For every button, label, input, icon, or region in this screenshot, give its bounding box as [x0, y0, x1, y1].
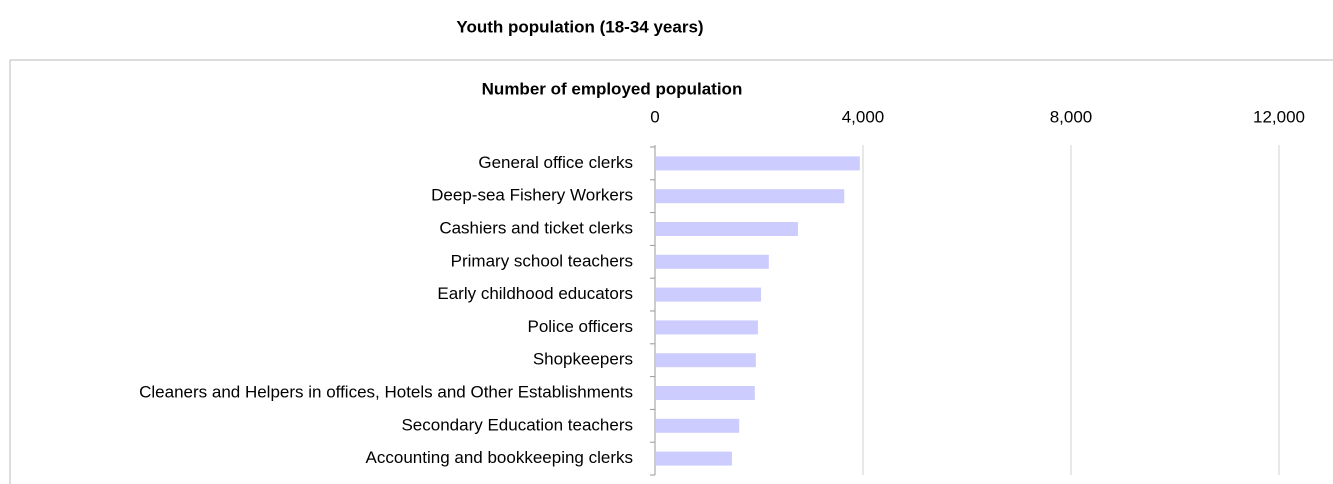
bar [656, 287, 762, 302]
x-tick-label: 12,000 [1253, 107, 1305, 126]
bar [656, 451, 732, 466]
y-tick-label: Shopkeepers [533, 350, 633, 369]
y-tick-label: Primary school teachers [451, 251, 633, 270]
y-tick-label: Cashiers and ticket clerks [439, 218, 633, 237]
y-tick-label: Police officers [527, 317, 633, 336]
bar [656, 156, 860, 171]
bar [656, 189, 845, 204]
bar [656, 418, 740, 433]
y-tick-label: Cleaners and Helpers in offices, Hotels … [139, 382, 633, 401]
y-tick-label: Deep-sea Fishery Workers [431, 186, 633, 205]
y-tick-label: Secondary Education teachers [401, 415, 633, 434]
bar [656, 254, 769, 269]
y-tick-label: Early childhood educators [437, 284, 633, 303]
x-tick-label: 0 [650, 107, 659, 126]
x-tick-label: 4,000 [842, 107, 885, 126]
chart-title: Youth population (18-34 years) [456, 17, 703, 36]
bar [656, 386, 755, 400]
bar [656, 320, 758, 335]
bar [656, 222, 798, 236]
x-tick-label: 8,000 [1050, 107, 1093, 126]
bar [656, 353, 756, 368]
y-tick-label: Accounting and bookkeeping clerks [366, 448, 633, 467]
y-tick-label: General office clerks [478, 153, 633, 172]
axis-title: Number of employed population [482, 79, 743, 98]
